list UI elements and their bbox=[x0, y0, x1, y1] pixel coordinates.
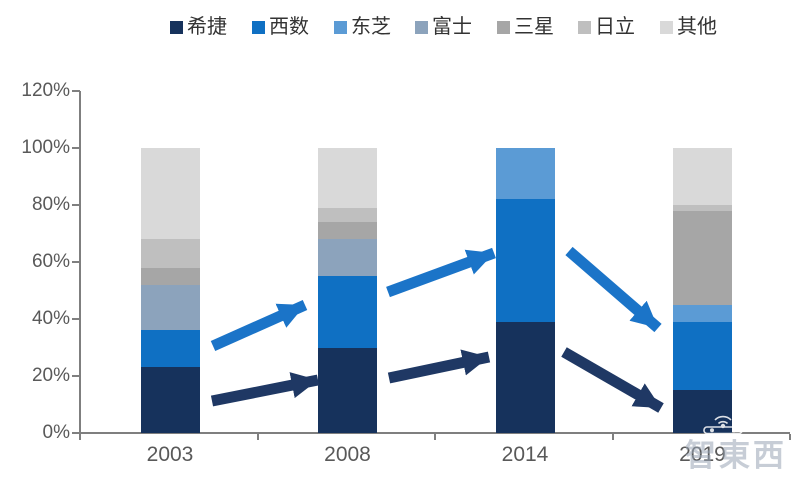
bar-segment-富士-2008 bbox=[318, 239, 377, 277]
x-tick-label: 2003 bbox=[146, 443, 194, 466]
legend-label: 三星 bbox=[514, 16, 554, 38]
y-axis-tick bbox=[72, 432, 80, 434]
bar-segment-日立-2008 bbox=[318, 207, 377, 223]
x-tick-label: 2008 bbox=[324, 443, 371, 466]
bar-segment-东芝-2014 bbox=[495, 148, 555, 200]
bar-segment-希捷-2014 bbox=[495, 321, 555, 433]
trend-arrow-up bbox=[386, 247, 496, 298]
bar-segment-希捷-2008 bbox=[318, 347, 377, 433]
y-tick-label: 0% bbox=[42, 422, 70, 443]
bar-segment-三星-2008 bbox=[318, 222, 377, 240]
watermark-wifi-icon bbox=[703, 415, 743, 434]
x-axis-tick bbox=[789, 434, 791, 440]
y-tick-label: 80% bbox=[31, 194, 70, 215]
bar-segment-西数-2014 bbox=[495, 199, 555, 322]
legend-item-西数: 西数 bbox=[252, 16, 309, 38]
bar-segment-西数-2003 bbox=[140, 330, 200, 368]
legend-label: 其他 bbox=[677, 16, 717, 38]
y-axis-tick bbox=[72, 318, 80, 320]
legend-label: 希捷 bbox=[187, 16, 227, 38]
legend-label: 东芝 bbox=[351, 16, 391, 38]
x-axis-tick bbox=[79, 434, 81, 440]
bar-segment-三星-2003 bbox=[140, 267, 200, 285]
trend-arrow-down bbox=[565, 246, 662, 333]
legend-label: 富士 bbox=[432, 16, 472, 38]
legend-swatch-icon bbox=[415, 20, 428, 34]
legend-item-富士: 富士 bbox=[415, 16, 472, 38]
bar-segment-西数-2008 bbox=[318, 276, 377, 348]
y-tick-label: 40% bbox=[31, 308, 70, 329]
legend-item-其他: 其他 bbox=[660, 16, 717, 38]
trend-arrow-up bbox=[210, 372, 320, 407]
y-tick-label: 20% bbox=[31, 365, 70, 386]
y-axis-tick bbox=[72, 375, 80, 377]
watermark-text: 智東西 bbox=[685, 438, 787, 473]
bar-segment-其他-2019 bbox=[673, 148, 732, 205]
legend-label: 日立 bbox=[595, 16, 635, 38]
bar-segment-西数-2019 bbox=[673, 321, 732, 391]
x-axis-line bbox=[79, 432, 790, 434]
legend-swatch-icon bbox=[578, 20, 591, 34]
y-axis-tick bbox=[72, 261, 80, 263]
y-axis-tick bbox=[72, 204, 80, 206]
y-axis-line bbox=[79, 91, 81, 434]
x-tick-label: 2014 bbox=[501, 443, 549, 466]
legend-swatch-icon bbox=[334, 20, 347, 34]
x-axis-tick bbox=[611, 434, 614, 440]
bar-segment-富士-2003 bbox=[140, 284, 200, 331]
bar-segment-三星-2019 bbox=[673, 210, 732, 305]
bar-segment-日立-2003 bbox=[140, 239, 200, 268]
legend-swatch-icon bbox=[660, 20, 673, 34]
bar-segment-其他-2008 bbox=[318, 148, 377, 208]
trend-arrow-up bbox=[210, 299, 308, 352]
legend-swatch-icon bbox=[252, 20, 265, 34]
legend-item-东芝: 东芝 bbox=[334, 16, 391, 38]
x-axis-tick bbox=[434, 434, 436, 440]
x-axis-tick bbox=[256, 434, 259, 440]
legend-swatch-icon bbox=[497, 20, 510, 34]
legend-swatch-icon bbox=[170, 20, 183, 34]
y-axis-tick bbox=[72, 147, 80, 149]
x-tick-label: 2019 bbox=[679, 443, 726, 466]
bar-segment-其他-2003 bbox=[140, 148, 200, 240]
trend-arrow-down bbox=[561, 347, 664, 413]
y-tick-label: 60% bbox=[31, 251, 70, 272]
bar-segment-希捷-2003 bbox=[140, 367, 200, 433]
y-tick-label: 120% bbox=[21, 80, 70, 101]
legend-label: 西数 bbox=[269, 16, 309, 38]
y-axis-tick bbox=[72, 90, 80, 92]
legend-item-三星: 三星 bbox=[497, 16, 554, 38]
legend-item-日立: 日立 bbox=[578, 16, 635, 38]
bar-segment-东芝-2019 bbox=[673, 304, 732, 322]
legend-item-希捷: 希捷 bbox=[170, 16, 227, 38]
trend-arrow-up bbox=[387, 349, 491, 384]
y-tick-label: 100% bbox=[21, 137, 70, 158]
bar-segment-日立-2019 bbox=[673, 205, 732, 211]
